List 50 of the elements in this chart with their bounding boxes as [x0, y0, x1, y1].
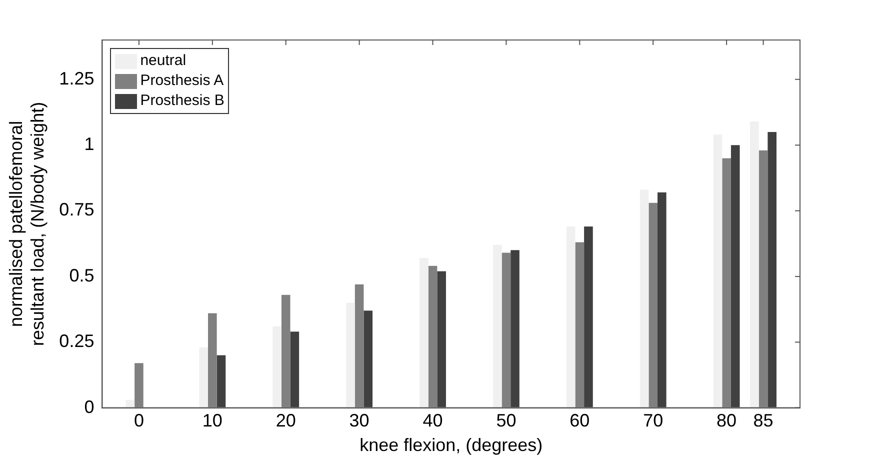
x-tick-label: 85	[753, 410, 774, 431]
bar	[281, 294, 290, 408]
y-tick-label: 0.75	[59, 200, 94, 220]
bar	[730, 145, 740, 408]
x-tick-label: 0	[134, 410, 144, 431]
y-tick-label: 0	[84, 396, 94, 417]
bar	[216, 355, 226, 408]
bar	[126, 400, 135, 408]
bar	[492, 244, 502, 408]
bar	[437, 271, 446, 408]
bar	[640, 190, 649, 408]
bar	[510, 250, 520, 408]
x-tick-label: 60	[570, 410, 590, 431]
legend-label: Prosthesis B	[140, 91, 224, 111]
bar	[502, 252, 511, 408]
y-tick-label: 0.5	[69, 265, 94, 286]
bar	[354, 284, 364, 408]
bar	[134, 363, 144, 408]
x-tick-label: 40	[422, 410, 443, 431]
bar	[346, 302, 355, 408]
x-tick-label: 30	[349, 410, 370, 431]
bar	[566, 226, 576, 408]
bar	[648, 202, 658, 408]
x-axis-title: knee flexion, (degrees)	[360, 435, 543, 456]
x-tick-label: 20	[276, 410, 296, 431]
bar	[364, 310, 373, 408]
y-axis-title: normalised patellofemoral resultant load, (N/body weight)	[6, 102, 48, 346]
bar	[208, 313, 217, 408]
bar	[722, 158, 731, 408]
x-tick-label: 70	[643, 410, 664, 431]
bar	[768, 132, 776, 408]
y-tick-label: 0.25	[59, 331, 94, 352]
bar	[420, 258, 428, 408]
bar	[658, 192, 666, 408]
bar	[575, 242, 584, 408]
bar	[272, 326, 282, 408]
x-tick-label: 10	[202, 410, 222, 431]
bar	[713, 134, 722, 408]
x-tick-label: 80	[716, 410, 737, 431]
x-tick-label: 50	[496, 410, 516, 431]
y-tick-label: 1	[84, 134, 94, 154]
y-tick-label: 1.25	[59, 68, 94, 88]
legend-label: Prosthesis A	[140, 71, 224, 91]
legend-label: neutral	[140, 51, 186, 71]
bar	[199, 347, 208, 408]
bar	[290, 332, 300, 408]
bar	[750, 121, 759, 408]
bar	[758, 150, 768, 408]
bar	[584, 226, 593, 408]
bar	[428, 266, 438, 408]
